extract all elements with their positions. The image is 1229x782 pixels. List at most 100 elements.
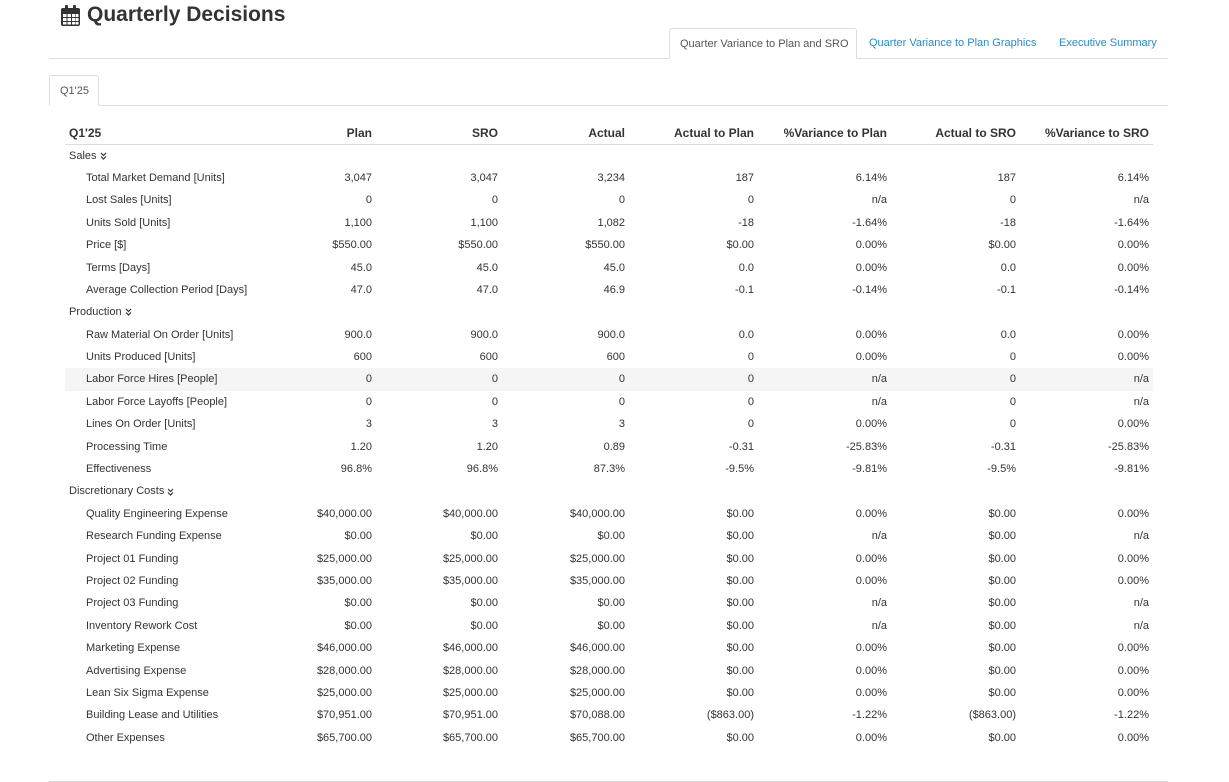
value-cell: 0.00% [1117, 239, 1149, 252]
value-cell: n/a [1133, 395, 1149, 408]
value-cell: $0.00 [988, 731, 1016, 744]
value-cell: $0.00 [470, 597, 498, 610]
tab[interactable]: Executive Summary [1059, 37, 1157, 49]
value-cell: 0.00% [855, 328, 887, 341]
value-cell: 0.0 [738, 261, 754, 274]
value-cell: 0.00% [1117, 261, 1149, 274]
value-cell: 0.00% [855, 664, 887, 677]
value-cell: $0.00 [597, 597, 625, 610]
data-row: Research Funding Expense $0.00 $0.00 $0.00 $… [65, 525, 1153, 547]
data-row: Average Collection Period [Days] 47.0 47.0… [65, 279, 1153, 301]
value-cell: -18 [1000, 216, 1016, 229]
data-row: Units Sold [Units] 1,100 1,100 1,082 -18 -1.6… [65, 212, 1153, 234]
value-cell: n/a [1133, 530, 1149, 543]
column-header: %Variance to Plan [758, 122, 891, 145]
value-cell: $25,000.00 [569, 686, 625, 699]
value-cell: 0.00% [855, 642, 887, 655]
column-header: Plan [250, 122, 376, 145]
subtab[interactable]: Q1'25 [49, 75, 99, 106]
section-cell[interactable]: Discretionary Costs [65, 480, 1153, 502]
value-cell: 187 [997, 171, 1016, 184]
value-cell: $40,000.00 [442, 507, 498, 520]
value-cell: $25,000.00 [569, 552, 625, 565]
value-cell: $0.00 [726, 642, 754, 655]
value-cell: 1.20 [350, 440, 372, 453]
value-cell: n/a [871, 530, 887, 543]
section-cell[interactable]: Production [65, 301, 1153, 323]
value-cell: $35,000.00 [442, 575, 498, 587]
section-row: Sales [65, 144, 1153, 166]
value-cell: 0.00% [855, 575, 887, 587]
value-cell: 0 [618, 194, 625, 207]
value-cell: 0.00% [1117, 664, 1149, 677]
value-cell: 47.0 [350, 283, 372, 296]
value-cell: 0.00% [1117, 507, 1149, 520]
calendar-icon [61, 5, 80, 26]
value-cell: 0 [376, 368, 502, 391]
value-cell: $70,088.00 [569, 709, 625, 722]
row-label: Labor Force Hires [People] [65, 368, 250, 391]
row-label: Price [$] [86, 239, 127, 252]
value-cell: 0 [365, 194, 372, 207]
row-label: Terms [Days] [86, 261, 151, 274]
row-label: Lines On Order [Units] [86, 418, 196, 431]
value-cell: -25.83% [846, 440, 887, 453]
value-cell: 6.14% [1117, 171, 1149, 184]
value-cell: $0.00 [726, 686, 754, 699]
data-row: Project 02 Funding $35,000.00 $35,000.00 $3… [65, 570, 1153, 592]
value-cell: 0.00% [855, 351, 887, 364]
value-cell: 96.8% [466, 463, 498, 476]
data-row: Terms [Days] 45.0 45.0 45.0 0.0 0.00% 0.0 0.00% [65, 256, 1153, 278]
row-label: Effectiveness [86, 463, 152, 476]
value-cell: $28,000.00 [569, 664, 625, 677]
value-cell: $0.00 [726, 619, 754, 632]
value-cell: 0.00% [855, 731, 887, 744]
value-cell: 0.0 [1000, 261, 1016, 274]
value-cell: 0.00% [1117, 731, 1149, 744]
value-cell: $35,000.00 [569, 575, 625, 587]
value-cell: $70,951.00 [442, 709, 498, 722]
value-cell: $25,000.00 [316, 686, 372, 699]
value-cell: 87.3% [593, 463, 625, 476]
value-cell: 1,082 [597, 216, 625, 229]
value-cell: -0.1 [997, 283, 1016, 296]
value-cell: $0.00 [597, 530, 625, 543]
row-label: Marketing Expense [86, 642, 181, 655]
section-cell[interactable]: Sales [65, 144, 1153, 166]
value-cell: $35,000.00 [316, 575, 372, 587]
column-header: %Variance to SRO [1020, 122, 1153, 145]
data-row: Total Market Demand [Units] 3,047 3,047 3,2… [65, 167, 1153, 189]
value-cell: n/a [871, 194, 887, 207]
data-row: Building Lease and Utilities $70,951.00 $7… [65, 704, 1153, 726]
value-cell: 3,234 [597, 171, 625, 184]
tab-bar: Quarter Variance to Plan and SRO Quarter… [49, 28, 1168, 59]
collapse-icon[interactable] [125, 308, 132, 317]
value-cell: -1.64% [852, 216, 887, 229]
row-label: Quality Engineering Expense [86, 507, 228, 520]
value-cell: 0 [747, 418, 754, 431]
collapse-icon[interactable] [100, 152, 107, 160]
value-cell: ($863.00) [706, 709, 754, 722]
value-cell: 0.00% [1117, 328, 1149, 341]
value-cell: 3 [618, 418, 625, 431]
column-header: Actual to SRO [891, 122, 1020, 145]
value-cell: $0.00 [726, 507, 754, 520]
data-row: Units Produced [Units] 600 600 600 0 0.00% 0 0.… [65, 346, 1153, 368]
value-cell: n/a [1133, 194, 1149, 207]
value-cell: 45.0 [350, 261, 372, 274]
tab[interactable]: Quarter Variance to Plan and SRO [669, 28, 857, 59]
value-cell: 0 [365, 395, 372, 408]
value-cell: 0 [747, 351, 754, 364]
value-cell: $550.00 [332, 239, 372, 252]
value-cell: -9.5% [987, 463, 1016, 476]
section-name: Production [69, 306, 122, 319]
value-cell: 187 [735, 171, 754, 184]
value-cell: 0 [629, 368, 758, 391]
row-label: Total Market Demand [Units] [86, 171, 225, 184]
value-cell: 1.20 [476, 440, 498, 453]
value-cell: $0.00 [726, 239, 754, 252]
collapse-icon[interactable] [167, 488, 174, 496]
value-cell: $550.00 [585, 239, 625, 252]
tab[interactable]: Quarter Variance to Plan Graphics [869, 37, 1037, 49]
value-cell: $0.00 [470, 530, 498, 543]
